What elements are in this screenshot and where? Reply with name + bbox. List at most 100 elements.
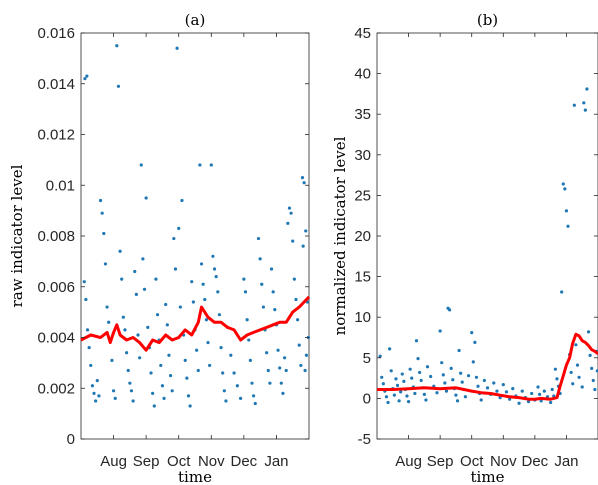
data-point <box>85 328 90 332</box>
data-point <box>133 269 137 274</box>
data-point <box>549 400 553 405</box>
data-point <box>268 381 272 385</box>
data-point <box>141 257 145 261</box>
data-point <box>406 400 411 404</box>
x-tick-label: Jan <box>264 453 288 470</box>
data-point <box>508 397 512 401</box>
data-point <box>152 404 156 408</box>
data-point <box>470 331 474 335</box>
data-point <box>459 371 463 375</box>
data-point <box>435 391 439 395</box>
data-point <box>301 244 305 248</box>
data-point <box>167 353 171 357</box>
data-point <box>155 313 160 317</box>
y-tick-label: 15 <box>354 269 371 286</box>
data-point <box>561 182 565 186</box>
trend-line <box>377 332 598 401</box>
y-axis-title: normalized indicator level <box>331 136 349 335</box>
data-point <box>402 379 406 383</box>
y-tick-label: 0.012 <box>37 127 75 144</box>
data-point <box>94 399 98 403</box>
data-point <box>279 381 283 385</box>
y-tick-label: 30 <box>354 147 371 164</box>
data-point <box>273 307 277 312</box>
data-point <box>177 226 181 230</box>
data-point <box>154 277 158 281</box>
data-point <box>126 368 130 373</box>
plot-area <box>376 32 598 440</box>
y-tick-label: 0.008 <box>37 228 75 245</box>
data-point <box>441 373 445 377</box>
data-point <box>102 231 106 236</box>
data-point <box>460 380 464 384</box>
y-tick-label: 0.014 <box>37 76 75 93</box>
data-point <box>183 358 187 362</box>
data-point <box>289 211 293 215</box>
x-tick-label: Dec <box>231 453 258 470</box>
data-point <box>186 394 191 398</box>
data-point <box>517 401 521 405</box>
data-point <box>539 399 543 403</box>
data-point <box>146 325 150 329</box>
data-point <box>297 343 301 347</box>
data-point <box>550 387 554 392</box>
data-point <box>583 108 587 112</box>
y-tick-label: 10 <box>354 309 371 326</box>
data-point <box>386 400 390 405</box>
data-point <box>381 382 385 386</box>
data-point <box>115 44 119 48</box>
data-point <box>97 394 101 398</box>
data-point <box>504 390 509 394</box>
data-point <box>451 378 455 382</box>
data-point <box>284 368 288 373</box>
data-point <box>400 372 404 376</box>
data-point <box>239 396 243 400</box>
data-point <box>214 275 218 279</box>
data-point <box>571 382 575 386</box>
data-point <box>139 163 143 167</box>
data-point <box>388 347 392 351</box>
x-tick-label: Dec <box>522 453 549 470</box>
data-point <box>419 378 423 383</box>
data-point <box>416 357 420 361</box>
data-point <box>84 297 88 302</box>
data-point <box>128 381 132 385</box>
data-point <box>229 353 233 357</box>
data-point <box>294 297 298 302</box>
data-point <box>466 374 471 378</box>
y-tick-label: 40 <box>354 66 371 83</box>
data-point <box>595 369 598 373</box>
data-point <box>563 187 567 191</box>
data-point <box>303 368 307 373</box>
data-point <box>471 360 475 364</box>
data-point <box>560 290 564 294</box>
data-point <box>520 389 524 393</box>
data-point <box>269 267 274 271</box>
data-point <box>188 404 192 408</box>
data-point <box>569 370 573 375</box>
data-point <box>138 356 142 360</box>
data-point <box>580 385 584 389</box>
data-point <box>495 389 499 393</box>
data-point <box>242 277 246 281</box>
panel-title: (a) <box>185 11 206 29</box>
data-point <box>276 348 280 352</box>
x-tick-label: Nov <box>198 453 225 470</box>
data-point <box>299 363 303 368</box>
y-tick-label: 35 <box>354 106 371 123</box>
data-point <box>206 340 210 345</box>
data-point <box>95 379 99 383</box>
x-tick-label: Oct <box>167 453 191 470</box>
x-tick-label: Jan <box>554 453 578 470</box>
data-point <box>271 290 275 294</box>
data-point <box>418 370 422 375</box>
data-point <box>304 353 308 357</box>
data-point <box>82 280 86 284</box>
data-point <box>444 389 449 393</box>
data-point <box>149 371 153 375</box>
data-point <box>454 393 458 397</box>
data-point <box>111 389 116 393</box>
data-point <box>291 239 295 243</box>
x-tick-label: Oct <box>460 453 484 470</box>
